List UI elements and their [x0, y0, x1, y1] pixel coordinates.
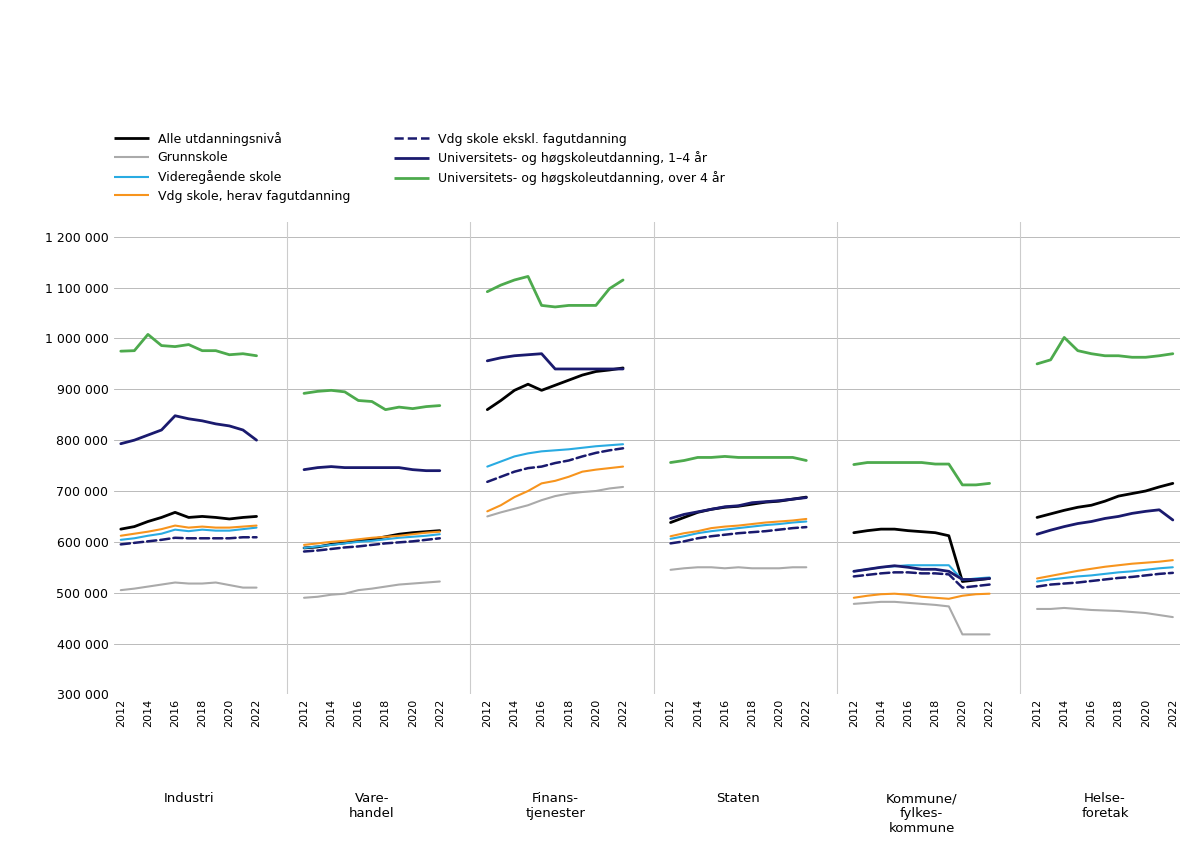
Text: Industri: Industri — [163, 792, 214, 805]
Text: Kommune/
fylkes-
kommune: Kommune/ fylkes- kommune — [886, 792, 958, 835]
Text: Vare-
handel: Vare- handel — [349, 792, 395, 820]
Text: Helse-
foretak: Helse- foretak — [1081, 792, 1129, 820]
Text: Finans-
tjenester: Finans- tjenester — [526, 792, 586, 820]
Legend: Alle utdanningsnivå, Grunnskole, Videregående skole, Vdg skole, herav fagutdanni: Alle utdanningsnivå, Grunnskole, Videreg… — [114, 132, 725, 203]
Text: Staten: Staten — [716, 792, 761, 805]
